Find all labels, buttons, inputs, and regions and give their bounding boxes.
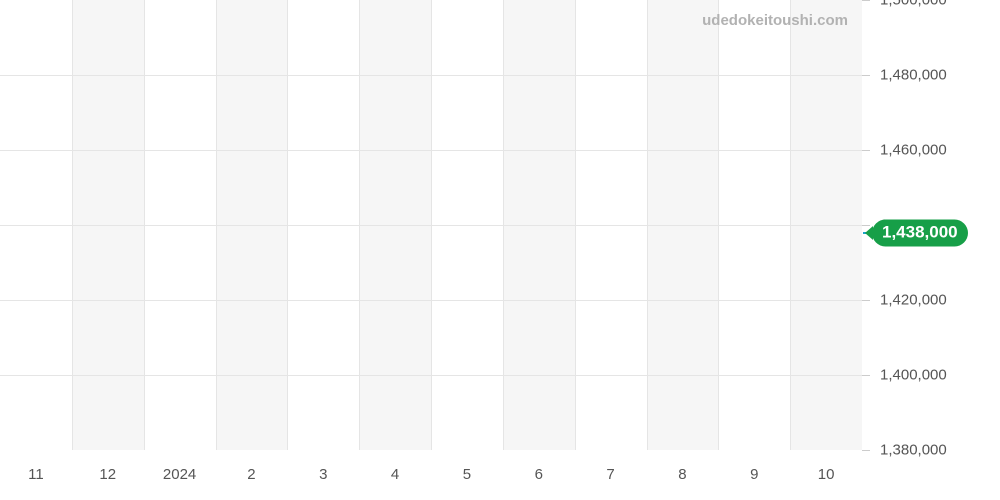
y-tick <box>862 450 870 451</box>
plot-area: 1112202423456789101,380,0001,400,0001,42… <box>0 0 862 450</box>
y-axis-label: 1,500,000 <box>880 0 947 9</box>
x-axis-label: 6 <box>535 466 543 483</box>
x-axis-label: 2024 <box>163 466 196 483</box>
price-chart: 11 12 2024 2 3 4 5 6 7 8 9 10 1,380,000 1,400,000 1,42… <box>0 0 1000 500</box>
current-value-badge-arrow <box>865 226 873 240</box>
y-gridline <box>0 300 862 301</box>
y-axis-label: 1,400,000 <box>880 367 947 384</box>
y-tick <box>862 300 870 301</box>
x-axis-label: 8 <box>678 466 686 483</box>
y-tick <box>862 0 870 1</box>
x-axis-label: 10 <box>818 466 835 483</box>
y-tick <box>862 150 870 151</box>
x-axis-label: 4 <box>391 466 399 483</box>
current-value-badge: 1,438,000 <box>872 219 968 246</box>
x-axis-label: 5 <box>463 466 471 483</box>
y-gridline <box>0 150 862 151</box>
y-gridline <box>0 225 862 226</box>
y-gridline <box>0 375 862 376</box>
x-axis-label: 11 <box>28 466 44 483</box>
y-axis-label: 1,480,000 <box>880 67 947 84</box>
x-axis-label: 3 <box>319 466 327 483</box>
y-axis-label: 1,420,000 <box>880 292 947 309</box>
x-axis-label: 2 <box>247 466 255 483</box>
y-axis-label: 1,380,000 <box>880 442 947 459</box>
x-axis-label: 12 <box>99 466 116 483</box>
y-axis-label: 1,460,000 <box>880 142 947 159</box>
y-gridline <box>0 75 862 76</box>
x-axis-label: 7 <box>606 466 614 483</box>
y-tick <box>862 75 870 76</box>
x-axis-label: 9 <box>750 466 758 483</box>
y-tick <box>862 375 870 376</box>
watermark: udedokeitoushi.com <box>702 12 848 29</box>
